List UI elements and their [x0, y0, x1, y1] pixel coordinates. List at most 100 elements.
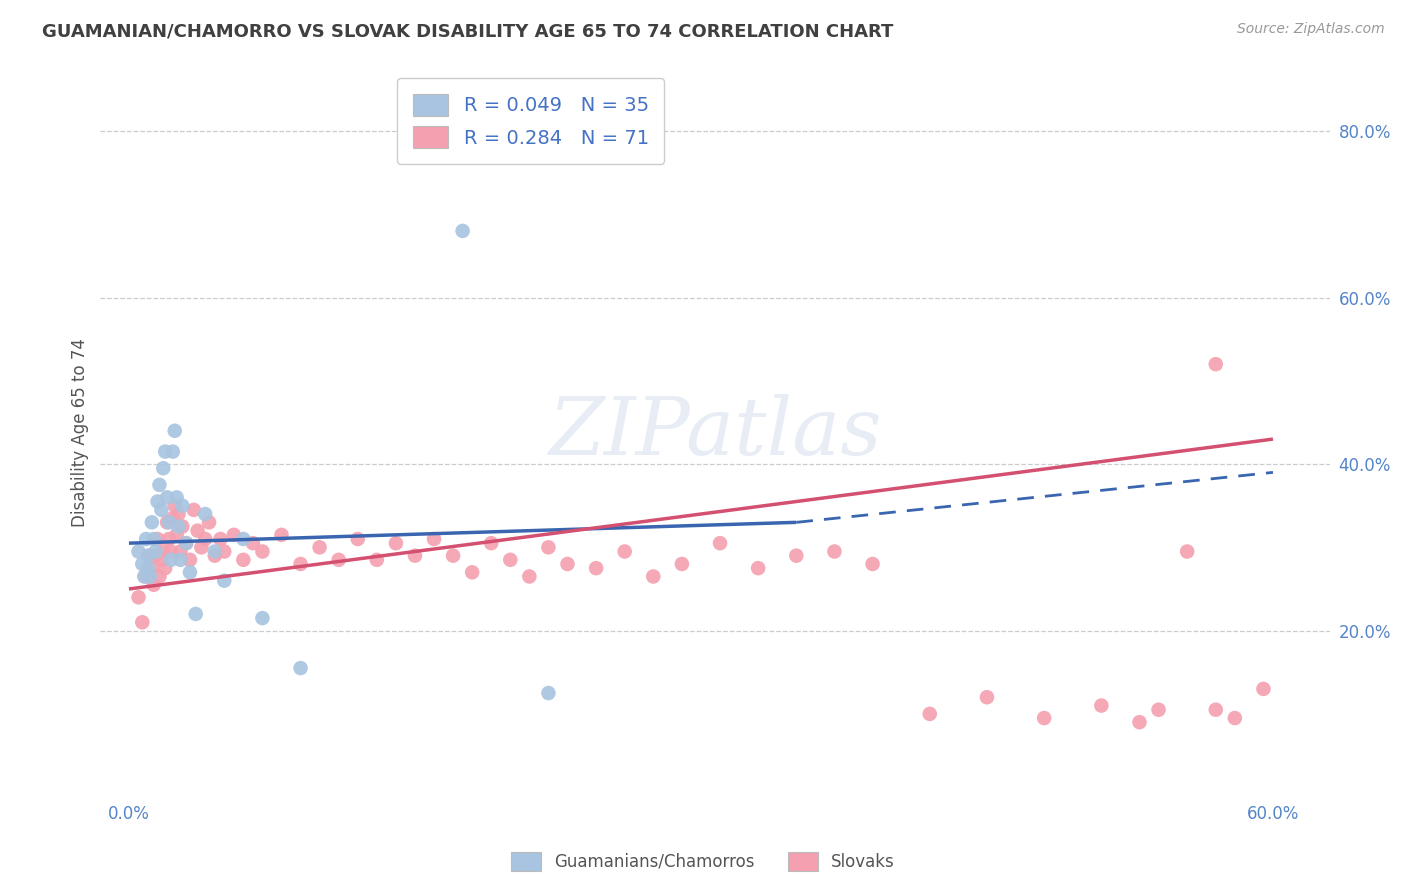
Point	[167, 507, 190, 521]
Point	[290, 557, 312, 571]
Point	[198, 516, 221, 530]
Point	[709, 536, 731, 550]
Point	[160, 553, 183, 567]
Point	[166, 491, 188, 505]
Point	[172, 519, 194, 533]
Point	[166, 528, 188, 542]
Point	[131, 557, 153, 571]
Point	[1253, 681, 1275, 696]
Point	[136, 549, 159, 563]
Point	[270, 528, 292, 542]
Point	[142, 532, 165, 546]
Point	[145, 544, 167, 558]
Point	[139, 549, 162, 563]
Point	[613, 544, 636, 558]
Point	[643, 569, 665, 583]
Point	[141, 516, 163, 530]
Point	[1033, 711, 1056, 725]
Point	[537, 686, 560, 700]
Point	[366, 553, 388, 567]
Point	[148, 569, 170, 583]
Point	[156, 491, 179, 505]
Point	[1223, 711, 1246, 725]
Point	[187, 524, 209, 538]
Point	[517, 569, 540, 583]
Legend: R = 0.049   N = 35, R = 0.284   N = 71: R = 0.049 N = 35, R = 0.284 N = 71	[398, 78, 664, 164]
Point	[162, 444, 184, 458]
Point	[232, 553, 254, 567]
Point	[242, 536, 264, 550]
Point	[174, 536, 197, 550]
Point	[153, 561, 176, 575]
Point	[346, 532, 368, 546]
Point	[179, 566, 201, 580]
Point	[163, 424, 186, 438]
Point	[167, 519, 190, 533]
Point	[537, 541, 560, 555]
Point	[194, 507, 217, 521]
Point	[163, 499, 186, 513]
Point	[174, 536, 197, 550]
Point	[190, 541, 212, 555]
Point	[290, 661, 312, 675]
Point	[1090, 698, 1112, 713]
Point	[134, 569, 156, 583]
Point	[157, 516, 180, 530]
Point	[141, 561, 163, 575]
Point	[222, 528, 245, 542]
Point	[156, 516, 179, 530]
Point	[169, 553, 191, 567]
Text: ZIPatlas: ZIPatlas	[548, 394, 882, 472]
Point	[157, 532, 180, 546]
Point	[1175, 544, 1198, 558]
Point	[823, 544, 845, 558]
Point	[204, 549, 226, 563]
Point	[127, 544, 149, 558]
Point	[385, 536, 408, 550]
Point	[479, 536, 502, 550]
Point	[135, 532, 157, 546]
Point	[499, 553, 522, 567]
Point	[146, 494, 169, 508]
Point	[557, 557, 579, 571]
Point	[127, 591, 149, 605]
Point	[209, 532, 232, 546]
Point	[976, 690, 998, 705]
Point	[150, 503, 173, 517]
Point	[152, 544, 174, 558]
Point	[153, 444, 176, 458]
Point	[136, 561, 159, 575]
Point	[179, 553, 201, 567]
Point	[404, 549, 426, 563]
Point	[1205, 703, 1227, 717]
Point	[152, 461, 174, 475]
Point	[862, 557, 884, 571]
Legend: Guamanians/Chamorros, Slovaks: Guamanians/Chamorros, Slovaks	[502, 843, 904, 880]
Point	[785, 549, 807, 563]
Point	[142, 578, 165, 592]
Point	[585, 561, 607, 575]
Point	[139, 569, 162, 583]
Point	[918, 706, 941, 721]
Point	[214, 544, 236, 558]
Point	[146, 532, 169, 546]
Point	[747, 561, 769, 575]
Point	[671, 557, 693, 571]
Text: GUAMANIAN/CHAMORRO VS SLOVAK DISABILITY AGE 65 TO 74 CORRELATION CHART: GUAMANIAN/CHAMORRO VS SLOVAK DISABILITY …	[42, 22, 894, 40]
Point	[172, 499, 194, 513]
Point	[184, 607, 207, 621]
Point	[145, 549, 167, 563]
Text: Source: ZipAtlas.com: Source: ZipAtlas.com	[1237, 22, 1385, 37]
Point	[204, 544, 226, 558]
Point	[1128, 715, 1150, 730]
Point	[423, 532, 446, 546]
Point	[308, 541, 330, 555]
Point	[194, 532, 217, 546]
Point	[169, 544, 191, 558]
Y-axis label: Disability Age 65 to 74: Disability Age 65 to 74	[72, 338, 89, 527]
Point	[441, 549, 464, 563]
Point	[328, 553, 350, 567]
Point	[1205, 357, 1227, 371]
Point	[183, 503, 205, 517]
Point	[1147, 703, 1170, 717]
